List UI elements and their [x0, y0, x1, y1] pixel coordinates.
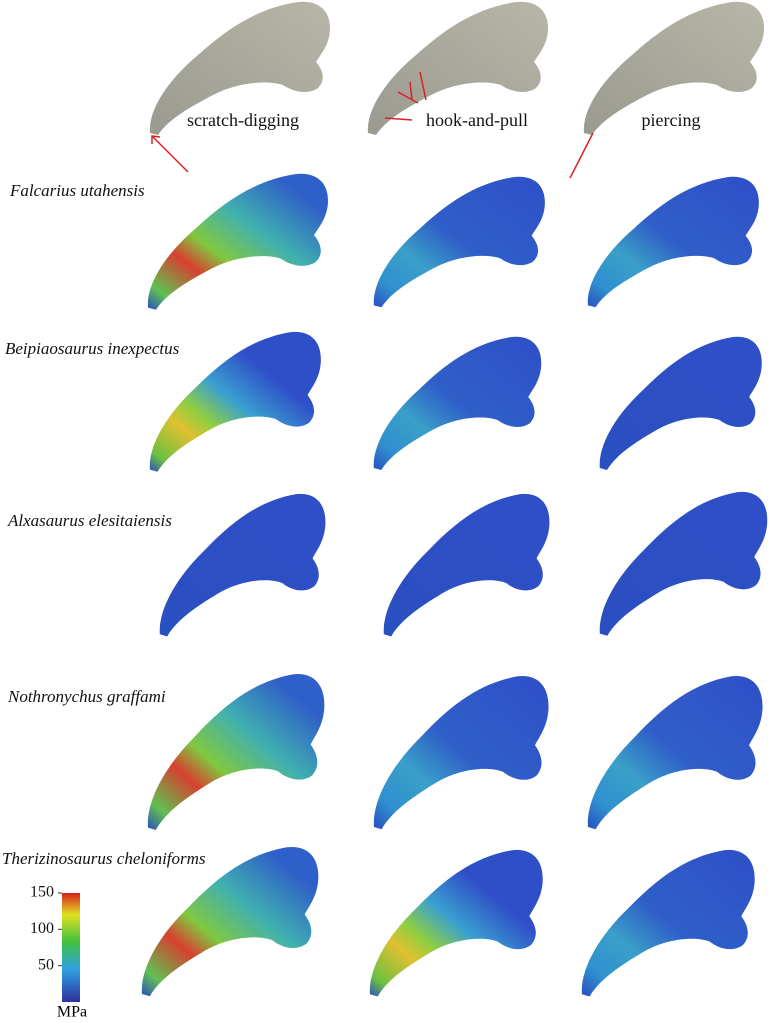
claw: [599, 336, 762, 470]
column-label: hook-and-pull: [426, 110, 528, 130]
species-label: Falcarius utahensis: [9, 181, 145, 200]
claw: [159, 493, 326, 637]
colorbar-unit: MPa: [57, 1004, 87, 1021]
claw: [599, 491, 768, 636]
claw: [147, 674, 325, 830]
claw: [147, 173, 328, 310]
colorbar-tick-label: 50: [38, 956, 54, 973]
species-label: Alxasaurus elesitaiensis: [7, 511, 172, 530]
claw: [369, 849, 543, 997]
species-label: Beipiaosaurus inexpectus: [5, 339, 180, 358]
species-label: Therizinosaurus cheloniforms: [2, 849, 206, 868]
claw: [587, 676, 763, 830]
arrow: [409, 81, 413, 101]
arrow-head: [151, 135, 161, 144]
column-label: scratch-digging: [187, 110, 299, 130]
stress-maps: [141, 173, 768, 997]
arrow: [384, 117, 413, 121]
arrow: [151, 135, 189, 173]
claw: [373, 676, 549, 830]
colorbar-scale: [62, 893, 80, 1002]
column-label: piercing: [642, 110, 701, 130]
species-label: Nothronychus graffami: [7, 687, 166, 706]
colorbar-tick-label: 150: [30, 884, 54, 901]
arrow: [419, 71, 427, 101]
claw: [587, 176, 759, 308]
colorbar: MPa 50 100 150: [30, 884, 87, 1021]
claw: [141, 846, 319, 997]
claw: [383, 493, 550, 637]
claw: [581, 849, 755, 997]
arrow: [569, 132, 594, 179]
claw: [373, 176, 545, 308]
claw: [373, 336, 542, 470]
arrow: [397, 91, 419, 104]
colorbar-tick-label: 100: [30, 920, 54, 937]
